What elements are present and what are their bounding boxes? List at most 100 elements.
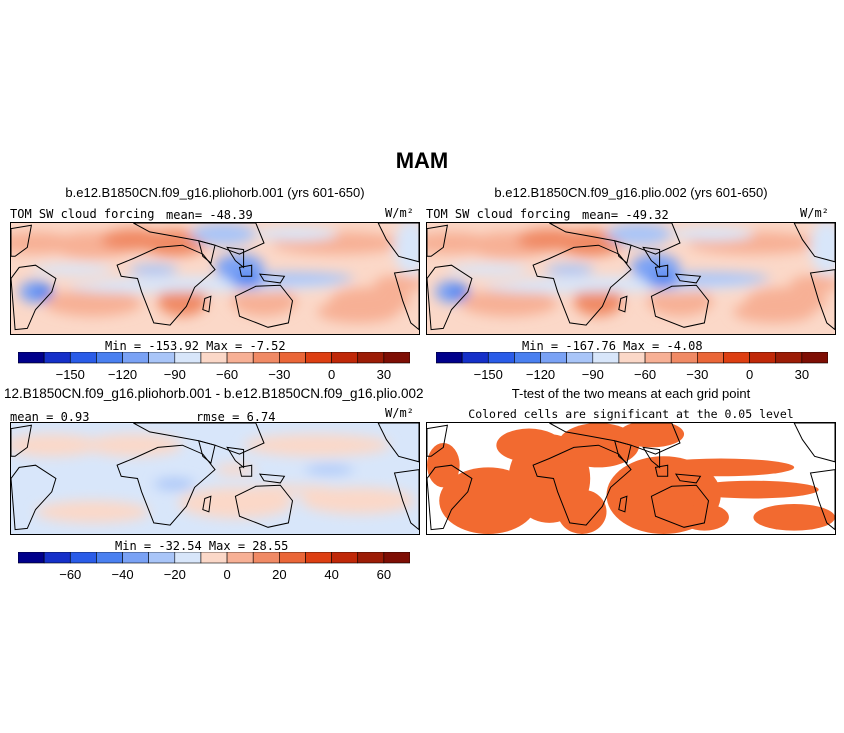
- panel-1-units: W/m²: [385, 206, 414, 220]
- cloud-forcing-blob-8: [459, 289, 558, 317]
- cloud-forcing-blob-15: [647, 274, 680, 288]
- colorbar-swatch-11: [723, 352, 750, 364]
- colorbar-swatch-5: [148, 352, 176, 364]
- coastline-india: [613, 240, 632, 264]
- coastline-africa: [116, 444, 216, 526]
- coastline-madagascar: [202, 295, 212, 313]
- colorbar-tick-label-5: 0: [746, 367, 753, 382]
- difference-blob-9: [239, 485, 338, 495]
- colorbar-swatch-11: [305, 352, 332, 364]
- panel-2-map: [426, 222, 836, 335]
- colorbar-swatch-9: [670, 352, 698, 364]
- cloud-forcing-blob-15: [231, 274, 264, 288]
- cloud-forcing-blob-17: [33, 285, 54, 299]
- colorbar-swatch-3: [514, 352, 541, 364]
- coastline-borneo: [654, 264, 669, 277]
- colorbar-swatch-9: [252, 552, 280, 564]
- panel-3-min-max: Min = -32.54 Max = 28.55: [115, 539, 289, 553]
- colorbar-swatch-8: [226, 552, 254, 564]
- coastline-india: [197, 440, 216, 464]
- difference-blob-2: [243, 434, 391, 457]
- colorbar-tick-label-3: 0: [223, 567, 230, 582]
- colorbar-swatch-8: [644, 352, 672, 364]
- significant-region-6: [647, 458, 795, 477]
- coastline-seasia: [226, 446, 245, 469]
- panel-2-variable-label: TOM SW cloud forcing: [426, 207, 571, 221]
- panel-2-colorbar: −150 −120 −90 −60 −30 0 30: [436, 352, 828, 382]
- panel-3-units: W/m²: [385, 406, 414, 420]
- colorbar-swatch-7: [200, 352, 228, 364]
- cloud-forcing-blob-9: [317, 300, 399, 323]
- colorbar-tick-label-4: −30: [686, 367, 708, 382]
- colorbar-swatch-1: [461, 352, 489, 364]
- coastline-namerica: [427, 224, 449, 257]
- panel-2-title: b.e12.B1850CN.f09_g16.plio.002 (yrs 601-…: [494, 185, 768, 200]
- colorbar-swatch-4: [540, 352, 567, 364]
- coastline-madagascar: [618, 495, 628, 513]
- cloud-forcing-blob-18: [810, 223, 835, 276]
- cloud-forcing-blob-13: [190, 223, 256, 246]
- coastline-namericaE: [377, 423, 419, 463]
- difference-blob-5: [35, 500, 150, 523]
- colorbar-swatch-0: [18, 352, 45, 364]
- panel-1-map: [10, 222, 420, 335]
- difference-blob-6: [304, 465, 354, 475]
- colorbar-swatch-14: [383, 352, 410, 364]
- panel-1-variable-label: TOM SW cloud forcing: [10, 207, 155, 221]
- colorbar-swatch-4: [122, 352, 149, 364]
- coastline-namericaE: [793, 423, 835, 463]
- panel-2-min-max: Min = -167.76 Max = -4.08: [522, 339, 703, 353]
- panel-3-title: 12.B1850CN.f09_g16.pliohorb.001 - b.e12.…: [4, 386, 424, 401]
- colorbar-swatch-2: [487, 352, 515, 364]
- coastline-samerica: [427, 264, 473, 331]
- difference-blob-7: [215, 464, 256, 476]
- coastline-samerica: [11, 464, 57, 531]
- colorbar-swatch-10: [279, 352, 306, 364]
- colorbar-swatch-7: [200, 552, 228, 564]
- significant-region-4: [618, 423, 685, 448]
- colorbar-tick-label-5: 0: [328, 367, 335, 382]
- cloud-forcing-blob-19: [129, 264, 179, 276]
- coastline-australia: [234, 484, 294, 528]
- colorbar-swatch-6: [592, 352, 620, 364]
- coastline-africa: [532, 244, 632, 326]
- colorbar-swatch-5: [566, 352, 594, 364]
- coastline-namericaE: [377, 223, 419, 263]
- cloud-forcing-blob-3: [100, 228, 167, 251]
- coastline-seasia: [226, 246, 245, 269]
- coastline-madagascar: [618, 295, 628, 313]
- colorbar-swatch-2: [69, 352, 97, 364]
- cloud-forcing-blob-20: [31, 264, 113, 276]
- panel-1-min-max: Min = -153.92 Max = -7.52: [105, 339, 286, 353]
- coastline-samericaE: [809, 269, 835, 331]
- colorbar-swatch-4: [122, 552, 149, 564]
- coastline-namericaE: [793, 223, 835, 263]
- colorbar-swatch-3: [96, 552, 123, 564]
- colorbar-swatch-3: [96, 352, 123, 364]
- colorbar-tick-label-2: −20: [164, 567, 186, 582]
- panel-3-colorbar: −60 −40 −20 0 20 40 60: [18, 552, 410, 582]
- colorbar-swatch-10: [697, 352, 724, 364]
- panel-2-units: W/m²: [800, 206, 829, 220]
- cloud-forcing-blob-12: [68, 281, 199, 293]
- coastline-newguinea: [258, 273, 286, 284]
- significant-region-10: [496, 428, 562, 462]
- panel-1-colorbar: −150 −120 −90 −60 −30 0 30: [18, 352, 410, 382]
- panel-4-subtitle: Colored cells are significant at the 0.0…: [468, 407, 794, 421]
- colorbar-swatch-13: [357, 352, 385, 364]
- cloud-forcing-blob-18: [394, 223, 419, 276]
- colorbar-swatch-8: [226, 352, 254, 364]
- significant-region-0: [427, 442, 460, 488]
- page-title: MAM: [395, 148, 449, 173]
- colorbar-swatch-11: [305, 552, 332, 564]
- coastline-namerica: [427, 424, 449, 457]
- colorbar-tick-label-2: −90: [582, 367, 604, 382]
- coastline-australia: [650, 284, 710, 328]
- difference-blob-0: [11, 434, 101, 457]
- colorbar-swatch-7: [618, 352, 646, 364]
- colorbar-tick-label-1: −120: [108, 367, 137, 382]
- coastline-newguinea: [674, 273, 702, 284]
- cloud-forcing-blob-12: [484, 281, 615, 293]
- coastline-africa: [116, 244, 216, 326]
- colorbar-swatch-13: [357, 552, 385, 564]
